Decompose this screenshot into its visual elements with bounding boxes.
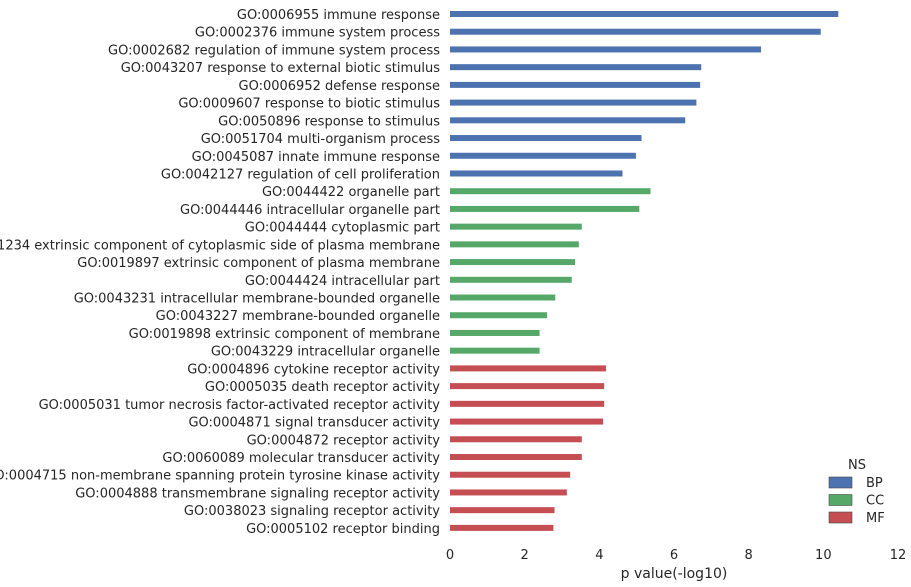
x-axis-ticks-group: 0 2 4 6 8 10 12 [446,548,906,563]
category-label: GO:0044446 intracellular organelle part [180,203,440,218]
bar-cc [450,223,582,230]
category-label: GO:0004871 signal transducer activity [188,416,440,431]
bar-bp [450,99,697,106]
category-label: GO:0060089 molecular transducer activity [162,451,440,466]
category-label: GO:0004715 non-membrane spanning protein… [0,469,440,484]
bar-bp [450,46,761,53]
legend-title: NS [848,458,866,473]
category-label: GO:0043207 response to external biotic s… [121,61,441,76]
bar-cc [450,294,556,301]
bar-mf [450,400,605,407]
legend-swatch-cc [828,494,853,506]
category-label: GO:0019897 extrinsic component of plasma… [77,256,440,271]
bar-cc [450,329,540,336]
category-label: GO:0043229 intracellular organelle [211,345,440,360]
bars-group [450,11,839,531]
category-label: GO:0043231 intracellular membrane-bounde… [74,292,440,307]
category-label: GO:0006955 immune response [237,8,440,23]
category-label: GO:0004872 receptor activity [247,433,441,448]
category-label: GO:0005031 tumor necrosis factor-activat… [39,398,441,413]
bar-cc [450,241,579,248]
bar-cc [450,347,540,354]
category-label: GO:0044424 intracellular part [245,274,440,289]
category-label: GO:0042127 regulation of cell proliferat… [161,167,440,182]
legend-swatch-bp [828,476,853,489]
bar-cc [450,276,572,283]
category-label: GO:0051704 multi-organism process [201,132,441,147]
legend-label-cc: CC [866,494,884,509]
bar-bp [450,152,636,159]
bar-cc [450,259,576,266]
bar-bp [450,117,686,124]
legend-label-mf: MF [866,511,885,526]
x-tick-label: 4 [595,548,603,563]
bar-bp [450,28,821,35]
bar-bp [450,170,623,177]
bar-mf [450,507,555,514]
category-label: GO:0009607 response to biotic stimulus [178,97,440,112]
legend-swatch-mf [828,511,853,524]
category-label: GO:0044422 organelle part [262,185,440,200]
legend: NS BP CC MF [828,458,885,526]
category-label: GO:0019898 extrinsic component of membra… [129,327,440,342]
category-label: GO:0005035 death receptor activity [205,380,440,395]
bar-mf [450,365,607,372]
bar-cc [450,205,640,212]
x-tick-label: 2 [521,548,529,563]
bar-mf [450,383,605,390]
category-labels-group: GO:0006955 immune response GO:0002376 imm… [0,8,440,537]
category-label: GO:0050896 response to stimulus [218,114,440,129]
category-label: GO:0002682 regulation of immune system p… [108,43,440,58]
category-label: GO:0043227 membrane-bounded organelle [156,309,440,324]
bar-mf [450,436,582,443]
category-label: GO:0005102 receptor binding [246,522,440,537]
x-tick-label: 0 [446,548,454,563]
bar-bp [450,81,701,88]
category-label: GO:0002376 immune system process [195,26,440,41]
x-tick-label: 6 [670,548,678,563]
x-tick-label: 12 [890,548,907,563]
legend-label-bp: BP [866,476,883,491]
bar-cc [450,188,651,195]
bar-mf [450,471,571,478]
bar-bp [450,64,702,71]
bar-mf [450,418,604,425]
bar-mf [450,489,567,496]
category-label: GO:0006952 defense response [239,79,441,94]
bar-mf [450,524,554,531]
category-label: GO:0038023 signaling receptor activity [184,504,440,519]
bar-bp [450,135,642,142]
bar-mf [450,454,582,460]
category-label: GO:0045087 innate immune response [192,150,440,165]
x-tick-label: 10 [815,548,832,563]
category-label: GO:0004896 cytokine receptor activity [187,362,440,377]
category-label: GO:0031234 extrinsic component of cytopl… [0,238,440,253]
x-tick-label: 8 [745,548,753,563]
bar-cc [450,312,548,319]
category-label: GO:0044444 cytoplasmic part [245,221,440,236]
x-axis-label: p value(-log10) [621,566,728,582]
bar-bp [450,11,839,17]
category-label: GO:0004888 transmembrane signaling recep… [75,486,440,501]
